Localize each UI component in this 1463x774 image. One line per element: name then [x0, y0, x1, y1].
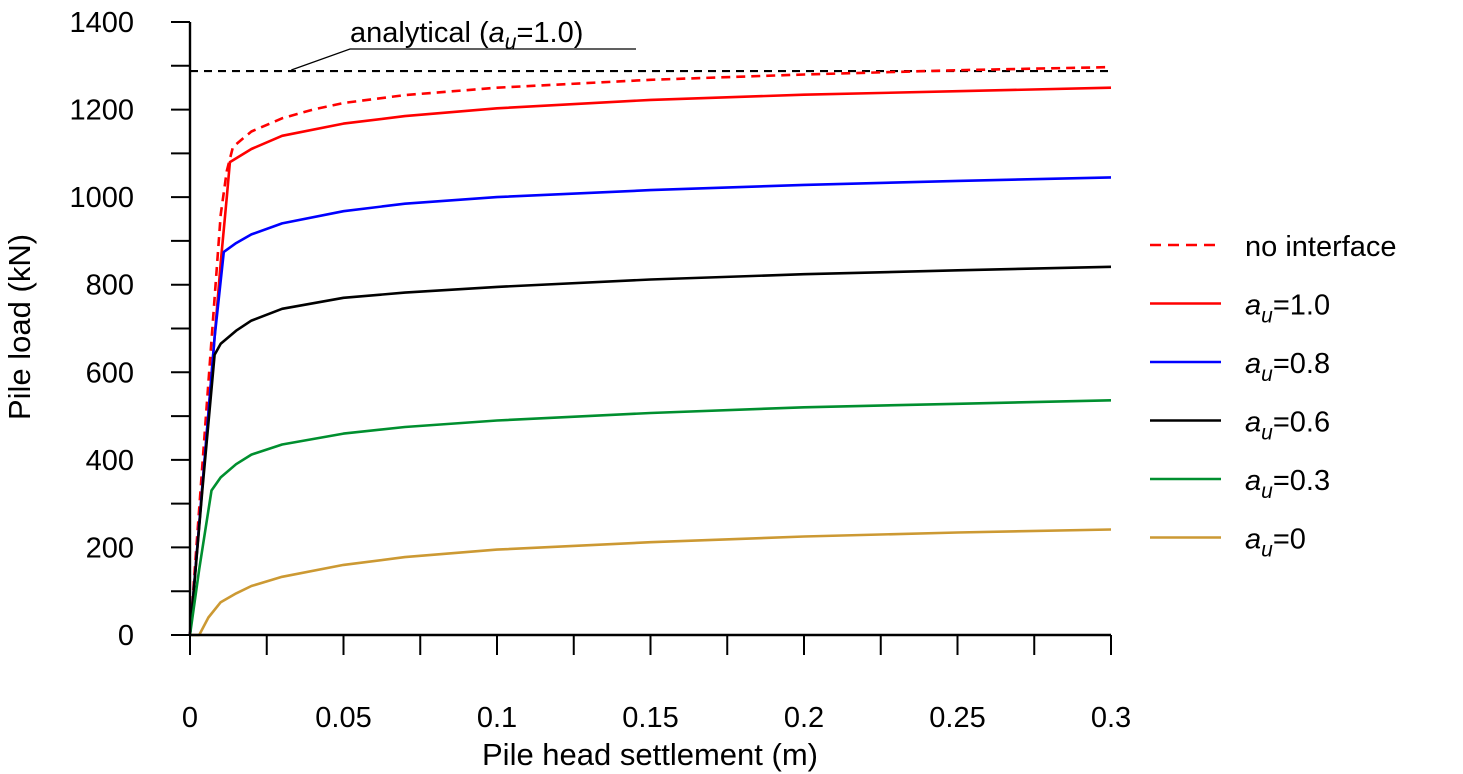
- legend-label-3: au=0.6: [1245, 407, 1330, 445]
- series-line-5: [190, 528, 1112, 637]
- y-tick-label: 400: [86, 445, 134, 477]
- y-tick-label: 1200: [69, 95, 134, 127]
- legend-label-1: au=1.0: [1245, 290, 1330, 328]
- x-tick-label: 0.25: [929, 702, 985, 734]
- series-group: [188, 65, 1112, 637]
- x-tick-label: 0.2: [784, 702, 824, 734]
- series-line-0: [188, 65, 1112, 636]
- y-tick-label: 1000: [69, 182, 134, 214]
- series-line-2: [188, 176, 1112, 636]
- legend: no interface au=1.0 au=0.8 au=0.6 au=0.3 au=0: [1150, 231, 1397, 562]
- y-tick-label: 200: [86, 532, 134, 564]
- series-line-3: [188, 265, 1112, 636]
- annotation-label: analytical (au=1.0): [350, 17, 583, 54]
- y-tick-label: 800: [86, 270, 134, 302]
- ticks-group: 0 200 400 600 800 1000 1200 1400 0 0.05 0.1 0.15 0.2…: [69, 7, 1131, 734]
- legend-label-4: au=0.3: [1245, 465, 1330, 503]
- annotation-leader: [291, 48, 636, 71]
- x-tick-label: 0.1: [477, 702, 517, 734]
- legend-label-0: no interface: [1245, 231, 1397, 263]
- legend-label-2: au=0.8: [1245, 348, 1330, 386]
- x-tick-label: 0.15: [622, 702, 678, 734]
- x-tick-label: 0: [182, 702, 198, 734]
- series-line-4: [188, 399, 1112, 636]
- y-tick-label: 600: [86, 357, 134, 389]
- annotation-group: analytical (au=1.0): [291, 17, 636, 71]
- legend-label-5: au=0: [1245, 524, 1306, 562]
- x-tick-label: 0.3: [1091, 702, 1131, 734]
- x-axis-title: Pile head settlement (m): [482, 737, 818, 772]
- series-line-1: [188, 86, 1112, 636]
- y-tick-label: 0: [118, 620, 134, 652]
- y-tick-label: 1400: [69, 7, 134, 39]
- y-axis-title: Pile load (kN): [2, 234, 37, 420]
- x-tick-label: 0.05: [315, 702, 371, 734]
